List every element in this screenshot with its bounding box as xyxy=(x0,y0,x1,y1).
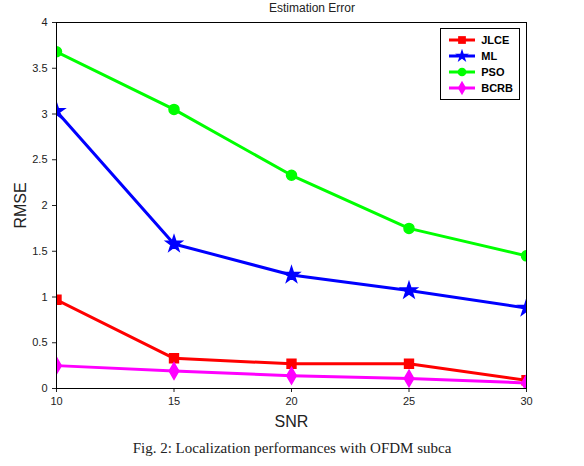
html-text:BCRB: BCRB xyxy=(481,82,513,94)
svg-text:0.5: 0.5 xyxy=(32,336,47,348)
svg-text:3.5: 3.5 xyxy=(32,62,47,74)
html-text:ML: ML xyxy=(481,50,498,62)
svg-text:RMSE: RMSE xyxy=(12,182,29,228)
svg-text:10: 10 xyxy=(50,395,62,407)
svg-text:30: 30 xyxy=(520,395,532,407)
svg-text:3: 3 xyxy=(41,108,47,120)
svg-text:2.5: 2.5 xyxy=(32,153,47,165)
svg-text:4: 4 xyxy=(41,16,47,28)
svg-text:20: 20 xyxy=(285,395,297,407)
html-text:JLCE: JLCE xyxy=(481,34,510,46)
svg-text:1.5: 1.5 xyxy=(32,245,47,257)
svg-text:0: 0 xyxy=(41,382,47,394)
svg-text:15: 15 xyxy=(168,395,180,407)
html-text:PSO: PSO xyxy=(481,66,505,78)
svg-text:25: 25 xyxy=(403,395,415,407)
svg-text:1: 1 xyxy=(41,291,47,303)
svg-text:SNR: SNR xyxy=(275,413,309,430)
html-text:Estimation Error: Estimation Error xyxy=(269,1,355,15)
svg-text:2: 2 xyxy=(41,199,47,211)
html-text:Fig. 2: Localization performan: Fig. 2: Localization performances with O… xyxy=(132,440,452,456)
